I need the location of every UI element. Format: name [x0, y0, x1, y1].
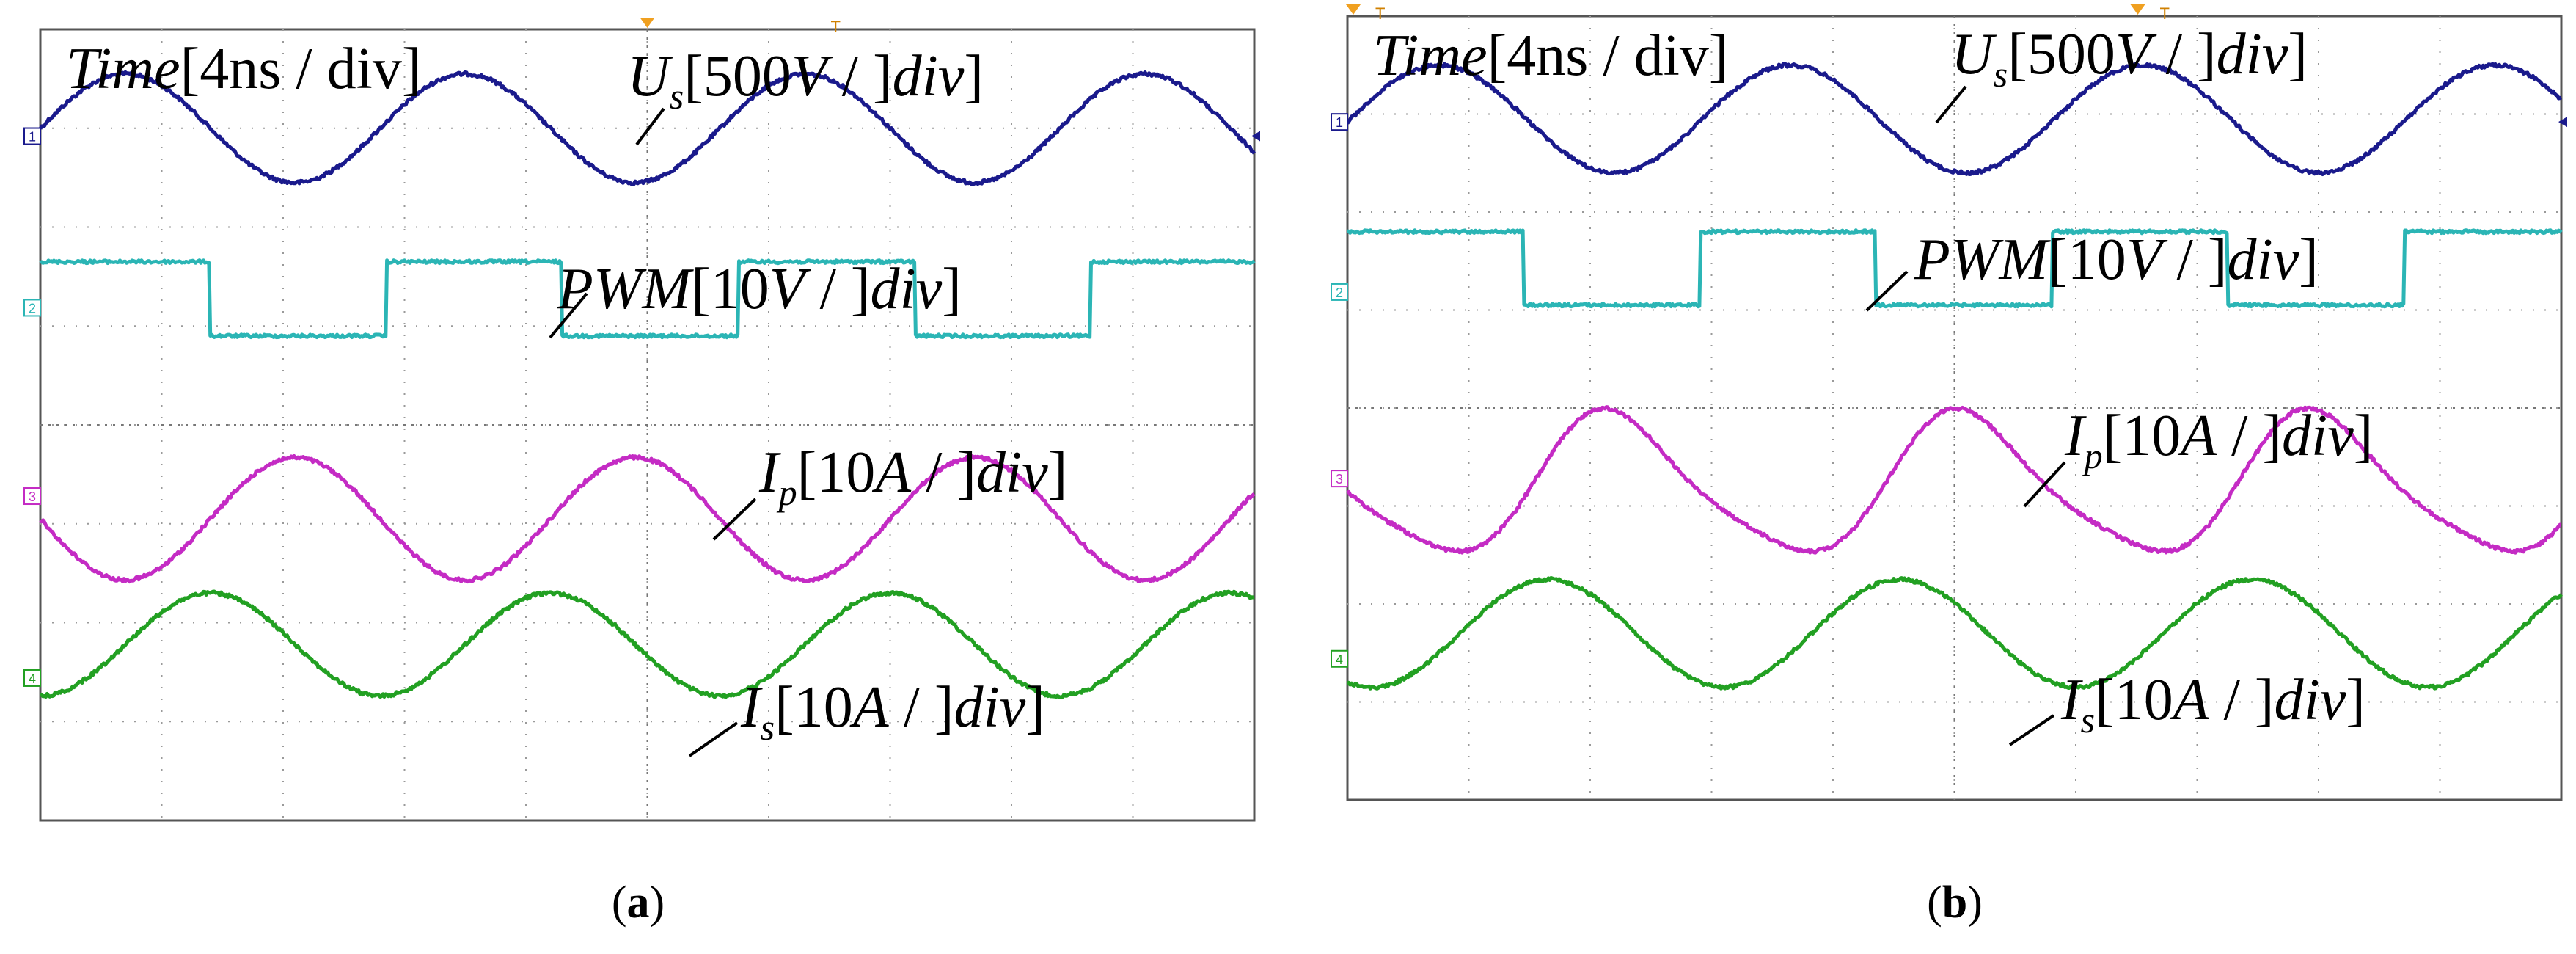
- trace-4-b: [1347, 576, 2563, 691]
- trigger-marker-icon: [640, 18, 655, 28]
- trace-1-b: [1346, 62, 2563, 176]
- offset-marker-icon: [2558, 117, 2567, 128]
- offset-marker-icon: [1251, 131, 1260, 142]
- caption-b-open: (: [1927, 878, 1942, 928]
- channel-number-4: 4: [1336, 652, 1343, 667]
- trigger-marker-icon: [2130, 4, 2145, 15]
- channel-marker-4: [1331, 649, 1348, 668]
- channel-number-1: 1: [29, 130, 36, 145]
- trigger-marker-label: T: [2160, 4, 2170, 23]
- leader-line: [635, 107, 665, 146]
- time-label: Time[4ns / div]: [66, 37, 421, 101]
- channel-marker-3: [1331, 470, 1348, 488]
- caption-b: (b): [1881, 877, 2028, 929]
- scope-panel-a: T 1 2 3 4 Time[4ns / div] Us[500V / ]div] PWM[1…: [23, 18, 1260, 822]
- channel-marker-4: [23, 669, 41, 687]
- channel-label-3: Ip[10A / ]div]: [758, 440, 1067, 513]
- caption-a: (a): [565, 877, 711, 929]
- trace-3-a: [39, 454, 1256, 584]
- trace-1-a: [38, 70, 1256, 186]
- trace-3-b: [1346, 405, 2562, 555]
- leader-line: [2008, 714, 2055, 746]
- grid: [40, 29, 1254, 820]
- channel-marker-1: [1331, 113, 1348, 131]
- channel-label-1: Us[500V / ]div]: [1951, 22, 2308, 95]
- channel-label-4: Is[10A / ]div]: [2060, 668, 2365, 740]
- leader-line: [1935, 85, 1967, 124]
- leader-line: [549, 292, 588, 339]
- trace-2-b: [1347, 228, 2563, 309]
- leader-line: [712, 498, 757, 541]
- trace-4-a: [39, 589, 1255, 699]
- caption-b-close: ): [1967, 878, 1983, 928]
- channel-number-2: 2: [1336, 285, 1343, 300]
- channel-number-3: 3: [1336, 472, 1343, 487]
- channel-number-3: 3: [29, 489, 36, 504]
- caption-b-letter: b: [1942, 878, 1968, 928]
- trigger-marker-label: T: [831, 18, 841, 36]
- channel-label-3: Ip[10A / ]div]: [2064, 404, 2373, 476]
- trigger-marker-icon: [1346, 4, 1361, 15]
- caption-a-letter: a: [626, 878, 650, 928]
- caption-a-open: (: [611, 878, 627, 928]
- channel-label-2: PWM[10V / ]div]: [557, 257, 962, 321]
- channel-marker-2: [1331, 283, 1348, 301]
- channel-label-2: PWM[10V / ]div]: [1914, 227, 2319, 292]
- channel-number-2: 2: [29, 301, 36, 316]
- channel-marker-3: [23, 487, 41, 506]
- channel-number-4: 4: [29, 671, 36, 686]
- channel-label-4: Is[10A / ]div]: [740, 675, 1045, 748]
- channel-number-1: 1: [1336, 115, 1343, 130]
- channel-marker-2: [23, 299, 41, 317]
- trigger-marker-label: T: [1375, 4, 1385, 23]
- caption-a-close: ): [649, 878, 665, 928]
- trace-2-a: [39, 258, 1256, 340]
- leader-line: [1865, 270, 1909, 312]
- leader-line: [688, 721, 739, 757]
- leader-line: [2023, 461, 2066, 508]
- channel-marker-1: [23, 127, 41, 145]
- time-label: Time[4ns / div]: [1373, 23, 1728, 88]
- channel-label-1: Us[500V / ]div]: [627, 44, 984, 117]
- scope-panel-b: T T 1 2 3 4 Time[4ns / div] Us[500V / ]div] PWM[…: [1331, 4, 2567, 801]
